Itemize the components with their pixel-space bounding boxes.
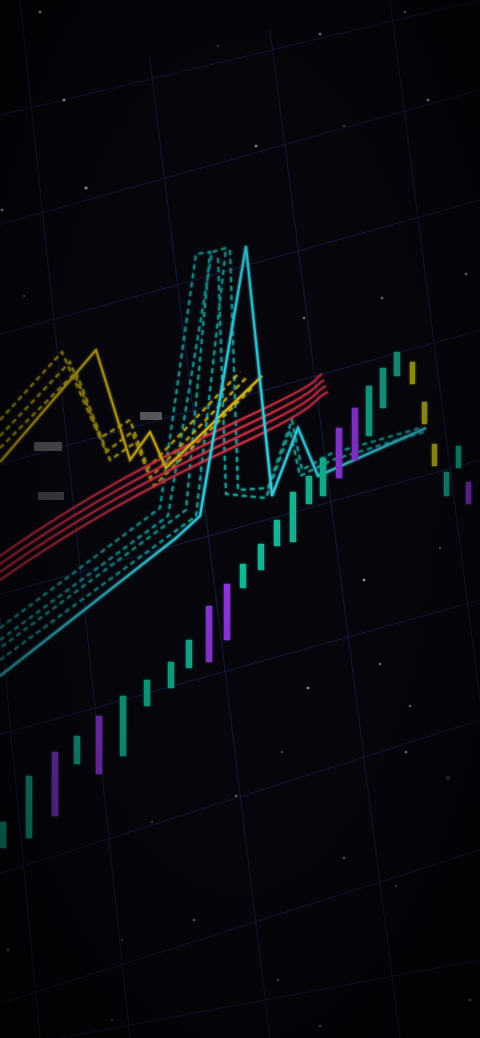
trading-chart-backdrop [0, 0, 480, 1038]
vignette-overlay [0, 0, 480, 1038]
